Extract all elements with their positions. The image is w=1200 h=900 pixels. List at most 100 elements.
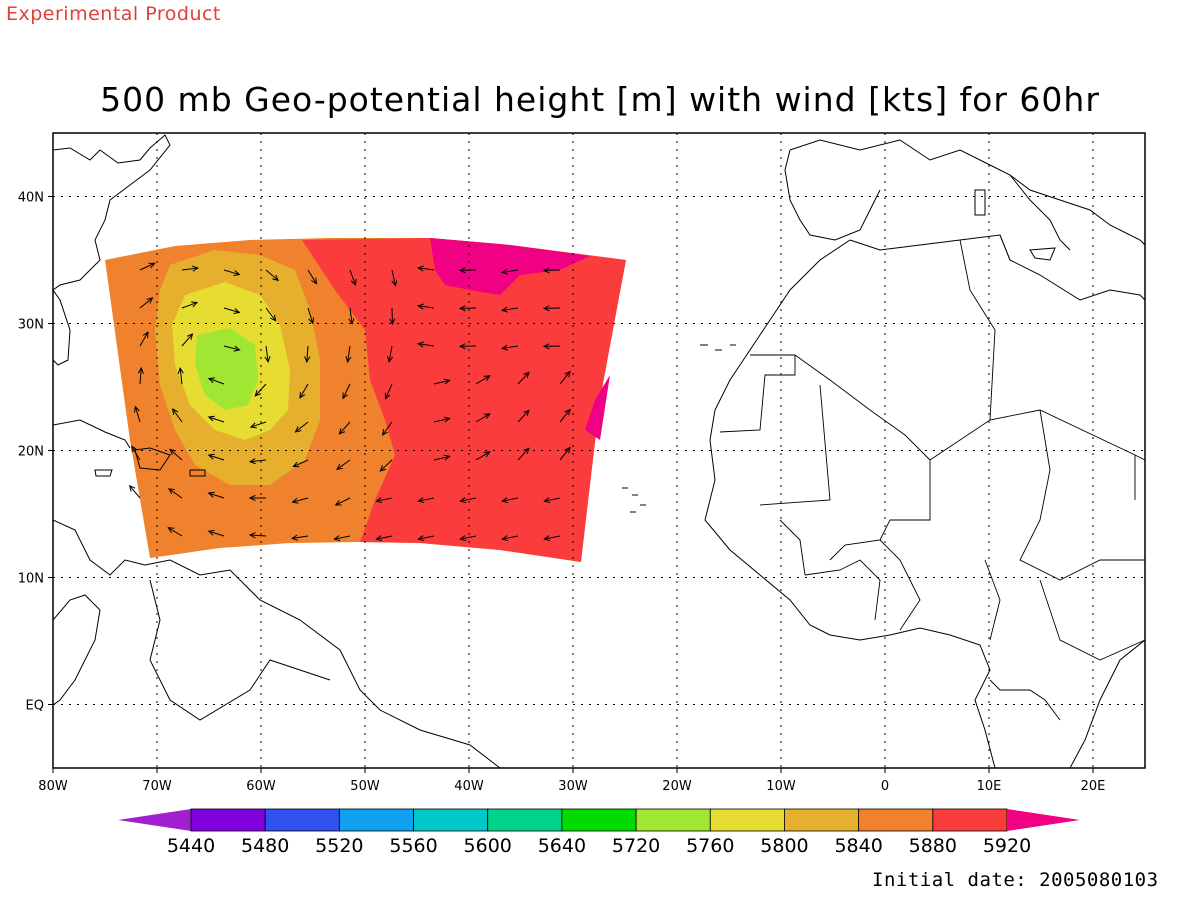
wind-vector xyxy=(139,331,149,347)
colorbar-label: 5760 xyxy=(686,835,734,857)
x-axis: 80W 70W 60W 50W 40W 30W 20W 10W 0 10E 20E xyxy=(38,768,1105,794)
wind-vector-head xyxy=(542,343,550,350)
wind-vector-head xyxy=(350,279,357,287)
africa-east-coast xyxy=(1069,639,1145,768)
wind-vector xyxy=(517,371,530,385)
south-america-west-coast xyxy=(53,594,101,706)
wind-vector xyxy=(418,535,435,540)
colorbar-box xyxy=(413,808,489,832)
wind-vector xyxy=(433,417,450,423)
wind-vector-head xyxy=(458,267,466,274)
wind-vector-layer xyxy=(128,262,571,542)
height-fill-layer xyxy=(105,238,626,562)
wind-vector xyxy=(502,307,519,311)
wind-vector xyxy=(517,409,530,423)
wind-vector-head xyxy=(291,534,299,541)
cuba-coast xyxy=(53,419,131,449)
wind-vector-head xyxy=(443,416,451,423)
wind-vector xyxy=(223,345,240,351)
colorbar-box xyxy=(784,808,860,832)
europe-coast xyxy=(789,139,1145,246)
height-fill->5920 xyxy=(430,238,610,440)
south-america-borders xyxy=(149,579,331,721)
wind-vector xyxy=(139,262,155,271)
wind-vector xyxy=(181,267,198,271)
wind-vector-head xyxy=(264,355,271,363)
africa-country-borders xyxy=(719,234,1145,631)
coastline-layer xyxy=(53,134,1145,768)
wind-vector xyxy=(265,307,277,322)
wind-vector xyxy=(169,449,183,461)
wind-vector xyxy=(223,307,240,313)
canary-islands xyxy=(700,344,736,351)
wind-vector-head xyxy=(131,445,138,453)
colorbar-label: 5920 xyxy=(983,835,1031,857)
wind-vector xyxy=(379,459,393,472)
wind-vector xyxy=(475,413,490,423)
florida-coast xyxy=(53,289,71,366)
wind-vector xyxy=(208,416,225,423)
wind-vector-head xyxy=(459,535,467,542)
wind-vector xyxy=(544,535,561,540)
wind-vector xyxy=(460,535,477,540)
wind-vector xyxy=(376,497,393,502)
wind-vector-head xyxy=(233,270,241,277)
wind-vector-head xyxy=(459,497,467,504)
wind-vector xyxy=(306,345,309,362)
wind-vector xyxy=(265,269,279,281)
wind-vector-head xyxy=(501,497,509,504)
wind-vector xyxy=(292,497,309,503)
wind-vector xyxy=(559,371,571,385)
colorbar-label: 5440 xyxy=(167,835,215,857)
wind-vector-head xyxy=(501,268,509,275)
plot-area xyxy=(53,133,1145,768)
wind-vector-head xyxy=(192,265,200,272)
wind-vector xyxy=(349,307,353,324)
wind-vector-head xyxy=(207,377,216,384)
south-america-coast xyxy=(144,559,501,768)
wind-vector xyxy=(347,345,351,362)
experimental-product-label: Experimental Product xyxy=(6,3,221,25)
wind-vector-head xyxy=(379,465,387,472)
height-fill-5720-5760 xyxy=(195,328,258,410)
wind-vector xyxy=(129,485,141,499)
wind-vector-head xyxy=(248,494,256,502)
wind-vector-head xyxy=(417,341,425,348)
wind-vector xyxy=(334,535,351,540)
wind-vector-head xyxy=(254,389,262,397)
colorbar-box xyxy=(858,808,934,832)
wind-vector-head xyxy=(375,497,383,504)
wind-vector-head xyxy=(417,535,425,542)
wind-vector-head xyxy=(338,428,346,435)
wind-vector xyxy=(250,421,267,428)
y-tick-label: 30N xyxy=(18,318,44,333)
wind-vector-head xyxy=(483,413,491,420)
wind-vector-head xyxy=(458,305,466,312)
colorbar-label: 5520 xyxy=(315,835,363,857)
y-tick-label: 20N xyxy=(18,445,44,460)
wind-vector xyxy=(349,269,356,286)
wind-vector-head xyxy=(417,303,425,310)
africa-coast xyxy=(704,234,1145,768)
wind-vector-head xyxy=(564,370,571,378)
wind-vector-head xyxy=(391,279,398,287)
colorbar-label: 5720 xyxy=(612,835,660,857)
wind-vector xyxy=(502,345,519,349)
wind-vector-head xyxy=(207,453,215,460)
wind-vector xyxy=(502,497,519,502)
wind-vector xyxy=(502,269,519,273)
wind-vector-head xyxy=(291,497,299,504)
wind-vector xyxy=(293,459,309,467)
wind-vector-head xyxy=(386,355,393,363)
wind-vector-head xyxy=(523,447,530,455)
wind-vector-head xyxy=(177,366,184,374)
wind-vector-head xyxy=(384,392,391,400)
wind-vector-head xyxy=(233,308,241,314)
wind-vector-head xyxy=(292,461,300,468)
wind-vector-head xyxy=(542,267,550,274)
wind-vector xyxy=(139,297,153,309)
wind-vector-head xyxy=(443,378,451,385)
wind-vector xyxy=(292,535,309,539)
wind-vector-head xyxy=(294,426,302,433)
wind-vector-head xyxy=(542,305,550,312)
